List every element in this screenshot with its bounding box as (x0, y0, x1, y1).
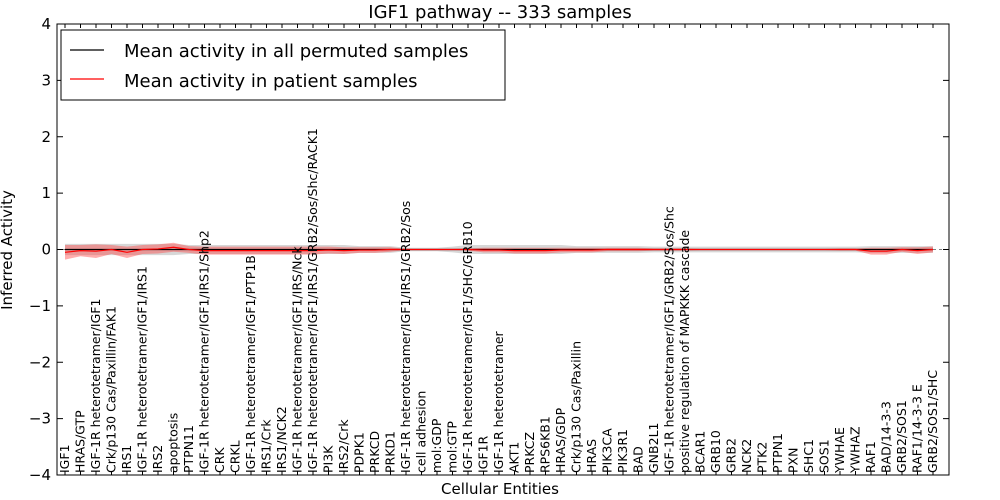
y-axis: 4 3 2 1 0 −1 −2 −3 −4 (29, 15, 949, 484)
x-tick-label: YWHAZ (848, 426, 863, 474)
x-tick-label: IRS1 (119, 445, 134, 473)
x-tick-label: PRKCD (367, 431, 382, 473)
x-tick-label: IGF-1R heterotetramer/IGF1/GRB2/Sos/Shc (662, 206, 677, 473)
y-tick-label: 4 (41, 15, 51, 33)
x-tick-label: BAD/14-3-3 (879, 401, 894, 473)
x-tick-label: HRAS (584, 439, 599, 473)
x-tick-label: PXN (786, 448, 801, 473)
x-tick-label: IGF-1R heterotetramer/IGF1/SHC/GRB10 (460, 221, 475, 473)
x-tick-label: cell adhesion (414, 391, 429, 473)
x-tick-label: IGF-1R heterotetramer/IGF1/IRS1/Shp2 (197, 230, 212, 473)
confidence-bands (57, 242, 949, 260)
y-tick-label: 2 (41, 128, 51, 146)
x-tick-label: IGF-1R heterotetramer (491, 330, 506, 473)
x-tick-label: IRS1/NCK2 (274, 406, 289, 473)
legend-box (60, 29, 506, 101)
x-tick-label: IGF-1R heterotetramer/IGF1 (88, 299, 103, 473)
x-tick-label: PRKD1 (383, 431, 398, 473)
legend-label-patient: Mean activity in patient samples (124, 71, 418, 92)
x-tick-label: GRB2/SOS1 (894, 400, 909, 473)
x-axis-label: Cellular Entities (441, 480, 559, 498)
series-lines (64, 246, 934, 253)
x-tick-label: IGF-1R heterotetramer/IGF1/IRS1/GRB2/Sos… (305, 128, 320, 473)
x-tick-label: IGF-1R heterotetramer/IGF1/IRS/Nck (290, 246, 305, 473)
x-tick-label: mol:GTP (445, 421, 460, 473)
x-tick-label: PI3K (321, 445, 336, 473)
x-tick-label: IRS2/Crk (336, 419, 351, 473)
x-tick-label: PDPK1 (352, 432, 367, 473)
x-tick-label: BAD (631, 446, 646, 473)
x-tick-label: PRKCZ (522, 432, 537, 473)
x-tick-label: PIK3R1 (615, 429, 630, 473)
x-tick-label: CRK (212, 447, 227, 473)
x-tick-label: apoptosis (166, 413, 181, 473)
y-tick-label: −2 (29, 353, 51, 371)
y-tick-label: −4 (29, 466, 51, 484)
x-tick-label: AKT1 (507, 442, 522, 473)
x-tick-label: IGF1 (57, 444, 72, 473)
y-axis-label: Inferred Activity (0, 190, 16, 310)
x-tick-label: SHC1 (801, 439, 816, 473)
y-tick-label: 1 (41, 184, 51, 202)
band-patient (65, 242, 933, 260)
x-tick-label: BCAR1 (693, 431, 708, 473)
x-tick-label: IGF-1R heterotetramer/IGF1/IRS1 (135, 266, 150, 473)
y-tick-label: 3 (41, 71, 51, 89)
x-tick-label: IGF-1R heterotetramer/IGF1/IRS1/GRB2/Sos (398, 201, 413, 473)
x-tick-label: GRB2/SOS1/SHC (925, 370, 940, 473)
y-tick-label: −1 (29, 297, 51, 315)
x-tick-label: mol:GDP (429, 418, 444, 473)
x-tick-label: positive regulation of MAPKKK cascade (677, 230, 692, 473)
x-tick-label: PIK3CA (600, 428, 615, 473)
x-tick-label: CRKL (228, 440, 243, 473)
x-tick-label: PTK2 (755, 442, 770, 473)
y-tick-label: −3 (29, 410, 51, 428)
x-tick-label: YWHAE (832, 427, 847, 474)
x-tick-label: NCK2 (739, 439, 754, 473)
y-tick-label: 0 (41, 241, 51, 259)
x-tick-label: PTPN11 (181, 425, 196, 473)
x-tick-label: Crk/p130 Cas/Paxillin (569, 341, 584, 473)
x-tick-label: IRS1/Crk (259, 419, 274, 473)
x-tick-label: RAF1 (863, 441, 878, 473)
x-tick-label: RPS6KB1 (538, 416, 553, 473)
chart-title: IGF1 pathway -- 333 samples (368, 2, 631, 23)
x-tick-label: HRAS/GDP (553, 407, 568, 473)
x-tick-label: GNB2L1 (646, 423, 661, 473)
x-axis: IGF1 HRAS/GTP IGF-1R heterotetramer/IGF1 Cr… (57, 24, 940, 475)
x-tick-label: HRAS/GTP (73, 410, 88, 473)
x-tick-label: IGF-1R heterotetramer/IGF1/PTP1B (243, 255, 258, 473)
legend: Mean activity in all permuted samples Me… (60, 29, 506, 101)
x-tick-label: GRB10 (708, 430, 723, 473)
x-tick-label: IGF1R (476, 435, 491, 473)
x-tick-label: GRB2 (724, 438, 739, 473)
legend-label-permuted: Mean activity in all permuted samples (124, 41, 468, 62)
x-tick-label: PTPN1 (770, 433, 785, 473)
series-line-patient (64, 246, 934, 253)
x-tick-label: IRS2 (150, 445, 165, 473)
x-tick-label: Crk/p130 Cas/Paxillin/FAK1 (104, 306, 119, 473)
x-tick-label: SOS1 (817, 439, 832, 473)
x-tick-label: RAF1/14-3-3 E (910, 384, 925, 473)
